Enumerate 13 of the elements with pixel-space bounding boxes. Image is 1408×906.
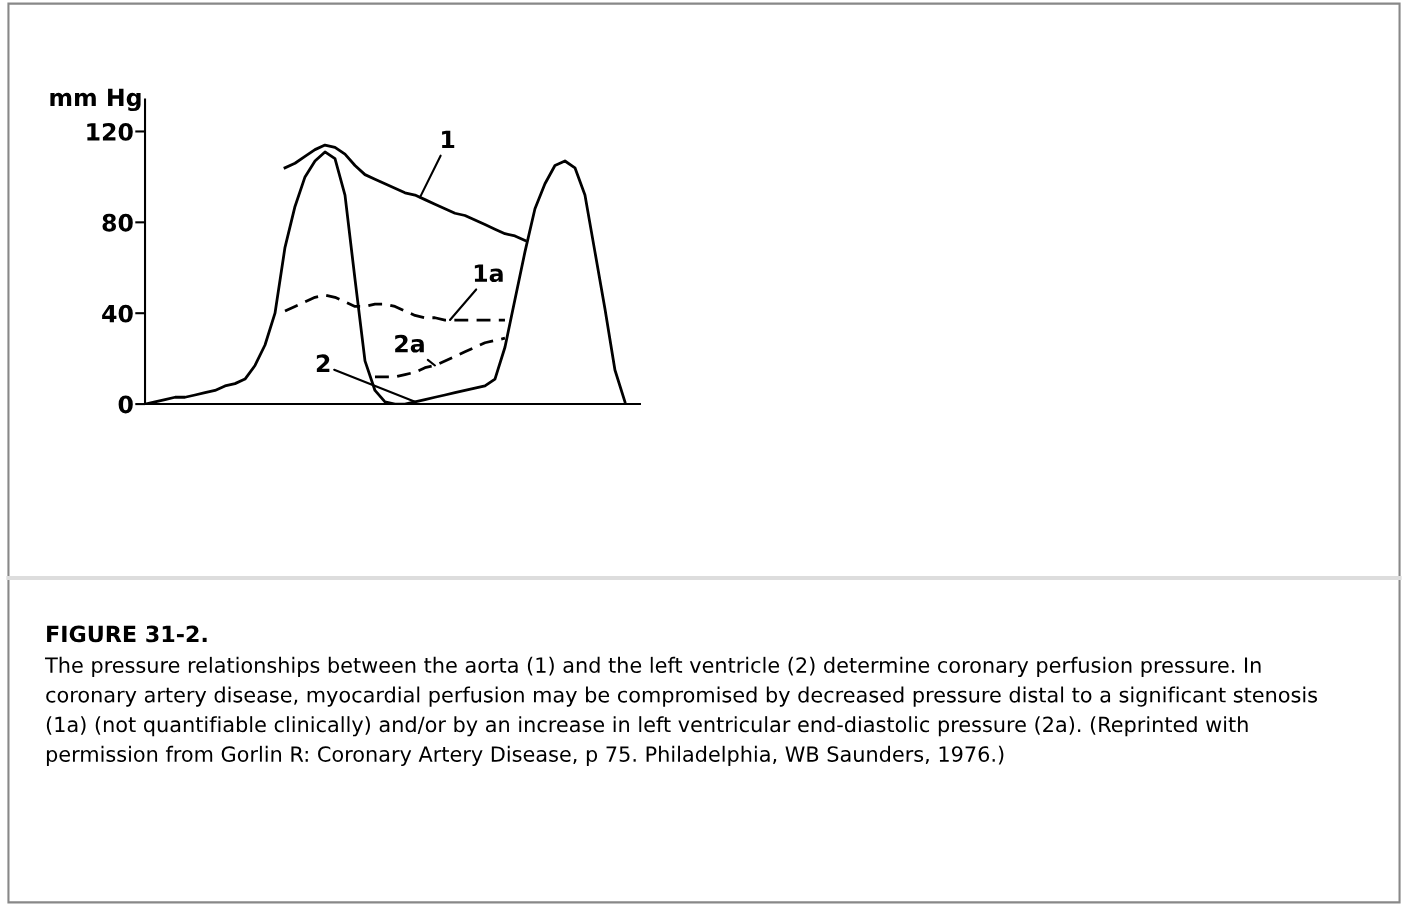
series-label: 2a: [395, 334, 424, 353]
y-tick-label: 120: [87, 122, 133, 141]
series-label: 1a: [474, 264, 503, 283]
y-tick-label: 0: [118, 395, 133, 414]
text: 1: [442, 130, 455, 148]
caption: FIGURE 31-2.: [47, 625, 207, 643]
y-tick-label: 80: [102, 213, 133, 232]
line-series: [373, 336, 507, 379]
series-label: 2: [316, 354, 330, 372]
text: The pressure relationships between the aorta (1) and the left ventricle (2) determine coronary perfusion pressure. In coronary artery disease, myocardial perfusion may be compromised by decreased pressure distal to a significant stenosis (1a) (not quantifiable clinically) and/or by an increase in left ventricular end-diastolic pressure (2a). (Reprinted with permission from Gorlin R: Coronary Artery Disease, p 75. Philadelphia, WB Saunders, 1976.): [44, 656, 1318, 766]
y-tick-label: 40: [102, 304, 133, 323]
y-axis-title: mm Hg: [50, 88, 141, 112]
line-series: [283, 293, 507, 322]
